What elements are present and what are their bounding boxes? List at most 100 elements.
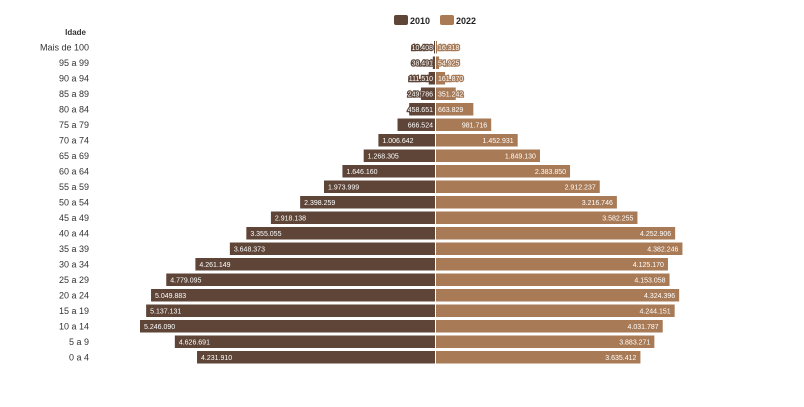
value-label-2010: 4.261.149 (199, 262, 230, 269)
value-label-2022: 3.582.255 (602, 215, 633, 222)
age-label: 25 a 29 (59, 275, 89, 285)
age-label: 40 a 44 (59, 228, 89, 238)
bar-2022 (436, 149, 540, 162)
age-label: 50 a 54 (59, 197, 89, 207)
bar-2022 (436, 180, 600, 193)
value-label-2010: 458.651 (408, 107, 433, 114)
bar-2022 (436, 134, 518, 147)
legend-label-2022: 2022 (456, 16, 476, 26)
bar-2010 (246, 227, 435, 240)
age-label: 20 a 24 (59, 290, 89, 300)
value-label-2010: 4.779.095 (170, 277, 201, 284)
bar-2022 (436, 304, 675, 317)
value-label-2022: 2.912.237 (565, 184, 596, 191)
value-label-2010: 3.648.373 (234, 246, 265, 253)
bar-2022 (436, 103, 474, 116)
bar-2010 (323, 180, 435, 193)
value-label-2010: 2.918.138 (275, 215, 306, 222)
bar-2022 (436, 227, 676, 240)
bar-2010 (420, 87, 435, 100)
value-label-2022: 4.324.396 (644, 293, 675, 300)
value-label-2022: 1.452.931 (483, 138, 514, 145)
bar-2022 (436, 72, 446, 85)
age-label: 95 a 99 (59, 58, 89, 68)
age-label: 0 a 4 (69, 352, 89, 362)
bar-2022 (436, 118, 492, 131)
bar-2010 (300, 196, 435, 209)
value-label-2022: 3.635.412 (605, 355, 636, 362)
value-label-2022: 3.216.746 (582, 200, 613, 207)
value-label-2022: 54.925 (438, 60, 460, 67)
age-label: 55 a 59 (59, 182, 89, 192)
bar-2010 (378, 134, 435, 147)
value-label-2022: 351.242 (438, 91, 463, 98)
value-label-2022: 16.318 (438, 45, 460, 52)
y-axis-title: Idade (65, 28, 86, 37)
bar-2010 (409, 103, 435, 116)
age-label: 45 a 49 (59, 213, 89, 223)
value-label-2022: 3.883.271 (619, 339, 650, 346)
value-label-2010: 111.510 (409, 76, 433, 83)
age-label: 30 a 34 (59, 259, 89, 269)
age-label: 90 a 94 (59, 73, 89, 83)
bar-2022 (436, 351, 641, 364)
value-label-2010: 10.408 (412, 45, 434, 52)
age-label: 15 a 19 (59, 306, 89, 316)
age-label: 70 a 74 (59, 135, 89, 145)
bar-2022 (436, 56, 440, 69)
age-label: 85 a 89 (59, 89, 89, 99)
bar-2022 (436, 165, 571, 178)
bar-2022 (436, 289, 680, 302)
bar-2022 (436, 211, 638, 224)
value-label-2010: 1.973.999 (328, 184, 359, 191)
bar-2010 (151, 289, 435, 302)
age-label: 65 a 69 (59, 151, 89, 161)
bar-2022 (436, 320, 663, 333)
value-label-2022: 2.383.850 (535, 169, 566, 176)
chart-rows: Mais de 100 10.408 16.318 95 a 99 38.491 54.9… (40, 41, 683, 364)
legend-swatch-2010 (394, 15, 408, 25)
age-label: Mais de 100 (40, 42, 89, 52)
bar-2022 (436, 242, 683, 255)
value-label-2022: 4.382.246 (647, 246, 678, 253)
legend: 2010 2022 (394, 15, 476, 26)
bar-2022 (436, 335, 655, 348)
age-label: 60 a 64 (59, 166, 89, 176)
age-label: 10 a 14 (59, 321, 89, 331)
age-label: 5 a 9 (69, 337, 89, 347)
bar-2010 (174, 335, 435, 348)
bar-2010 (140, 320, 435, 333)
value-label-2022: 663.829 (438, 107, 463, 114)
bar-2010 (434, 41, 435, 54)
value-label-2010: 666.524 (408, 122, 433, 129)
legend-label-2010: 2010 (410, 16, 430, 26)
age-label: 80 a 84 (59, 104, 89, 114)
value-label-2010: 4.231.910 (201, 355, 232, 362)
value-label-2022: 981.716 (462, 122, 487, 129)
bar-2010 (195, 258, 435, 271)
age-label: 75 a 79 (59, 120, 89, 130)
value-label-2022: 4.125.170 (633, 262, 664, 269)
bar-2010 (363, 149, 435, 162)
value-label-2010: 1.006.642 (382, 138, 413, 145)
value-label-2010: 2.398.259 (304, 200, 335, 207)
bar-2010 (428, 72, 435, 85)
bar-2010 (229, 242, 435, 255)
value-label-2010: 5.049.883 (155, 293, 186, 300)
value-label-2022: 4.153.058 (634, 277, 665, 284)
bar-2010 (197, 351, 435, 364)
value-label-2010: 5.137.131 (150, 308, 181, 315)
bar-2010 (342, 165, 435, 178)
value-label-2010: 1.646.160 (346, 169, 377, 176)
value-label-2010: 5.246.090 (144, 324, 175, 331)
age-label: 35 a 39 (59, 244, 89, 254)
value-label-2022: 4.244.151 (640, 308, 671, 315)
legend-swatch-2022 (440, 15, 454, 25)
bar-2010 (270, 211, 435, 224)
bar-2022 (436, 196, 617, 209)
value-label-2010: 4.626.691 (179, 339, 210, 346)
value-label-2022: 1.849.130 (505, 153, 536, 160)
bar-2010 (166, 273, 435, 286)
value-label-2010: 3.355.055 (250, 231, 281, 238)
